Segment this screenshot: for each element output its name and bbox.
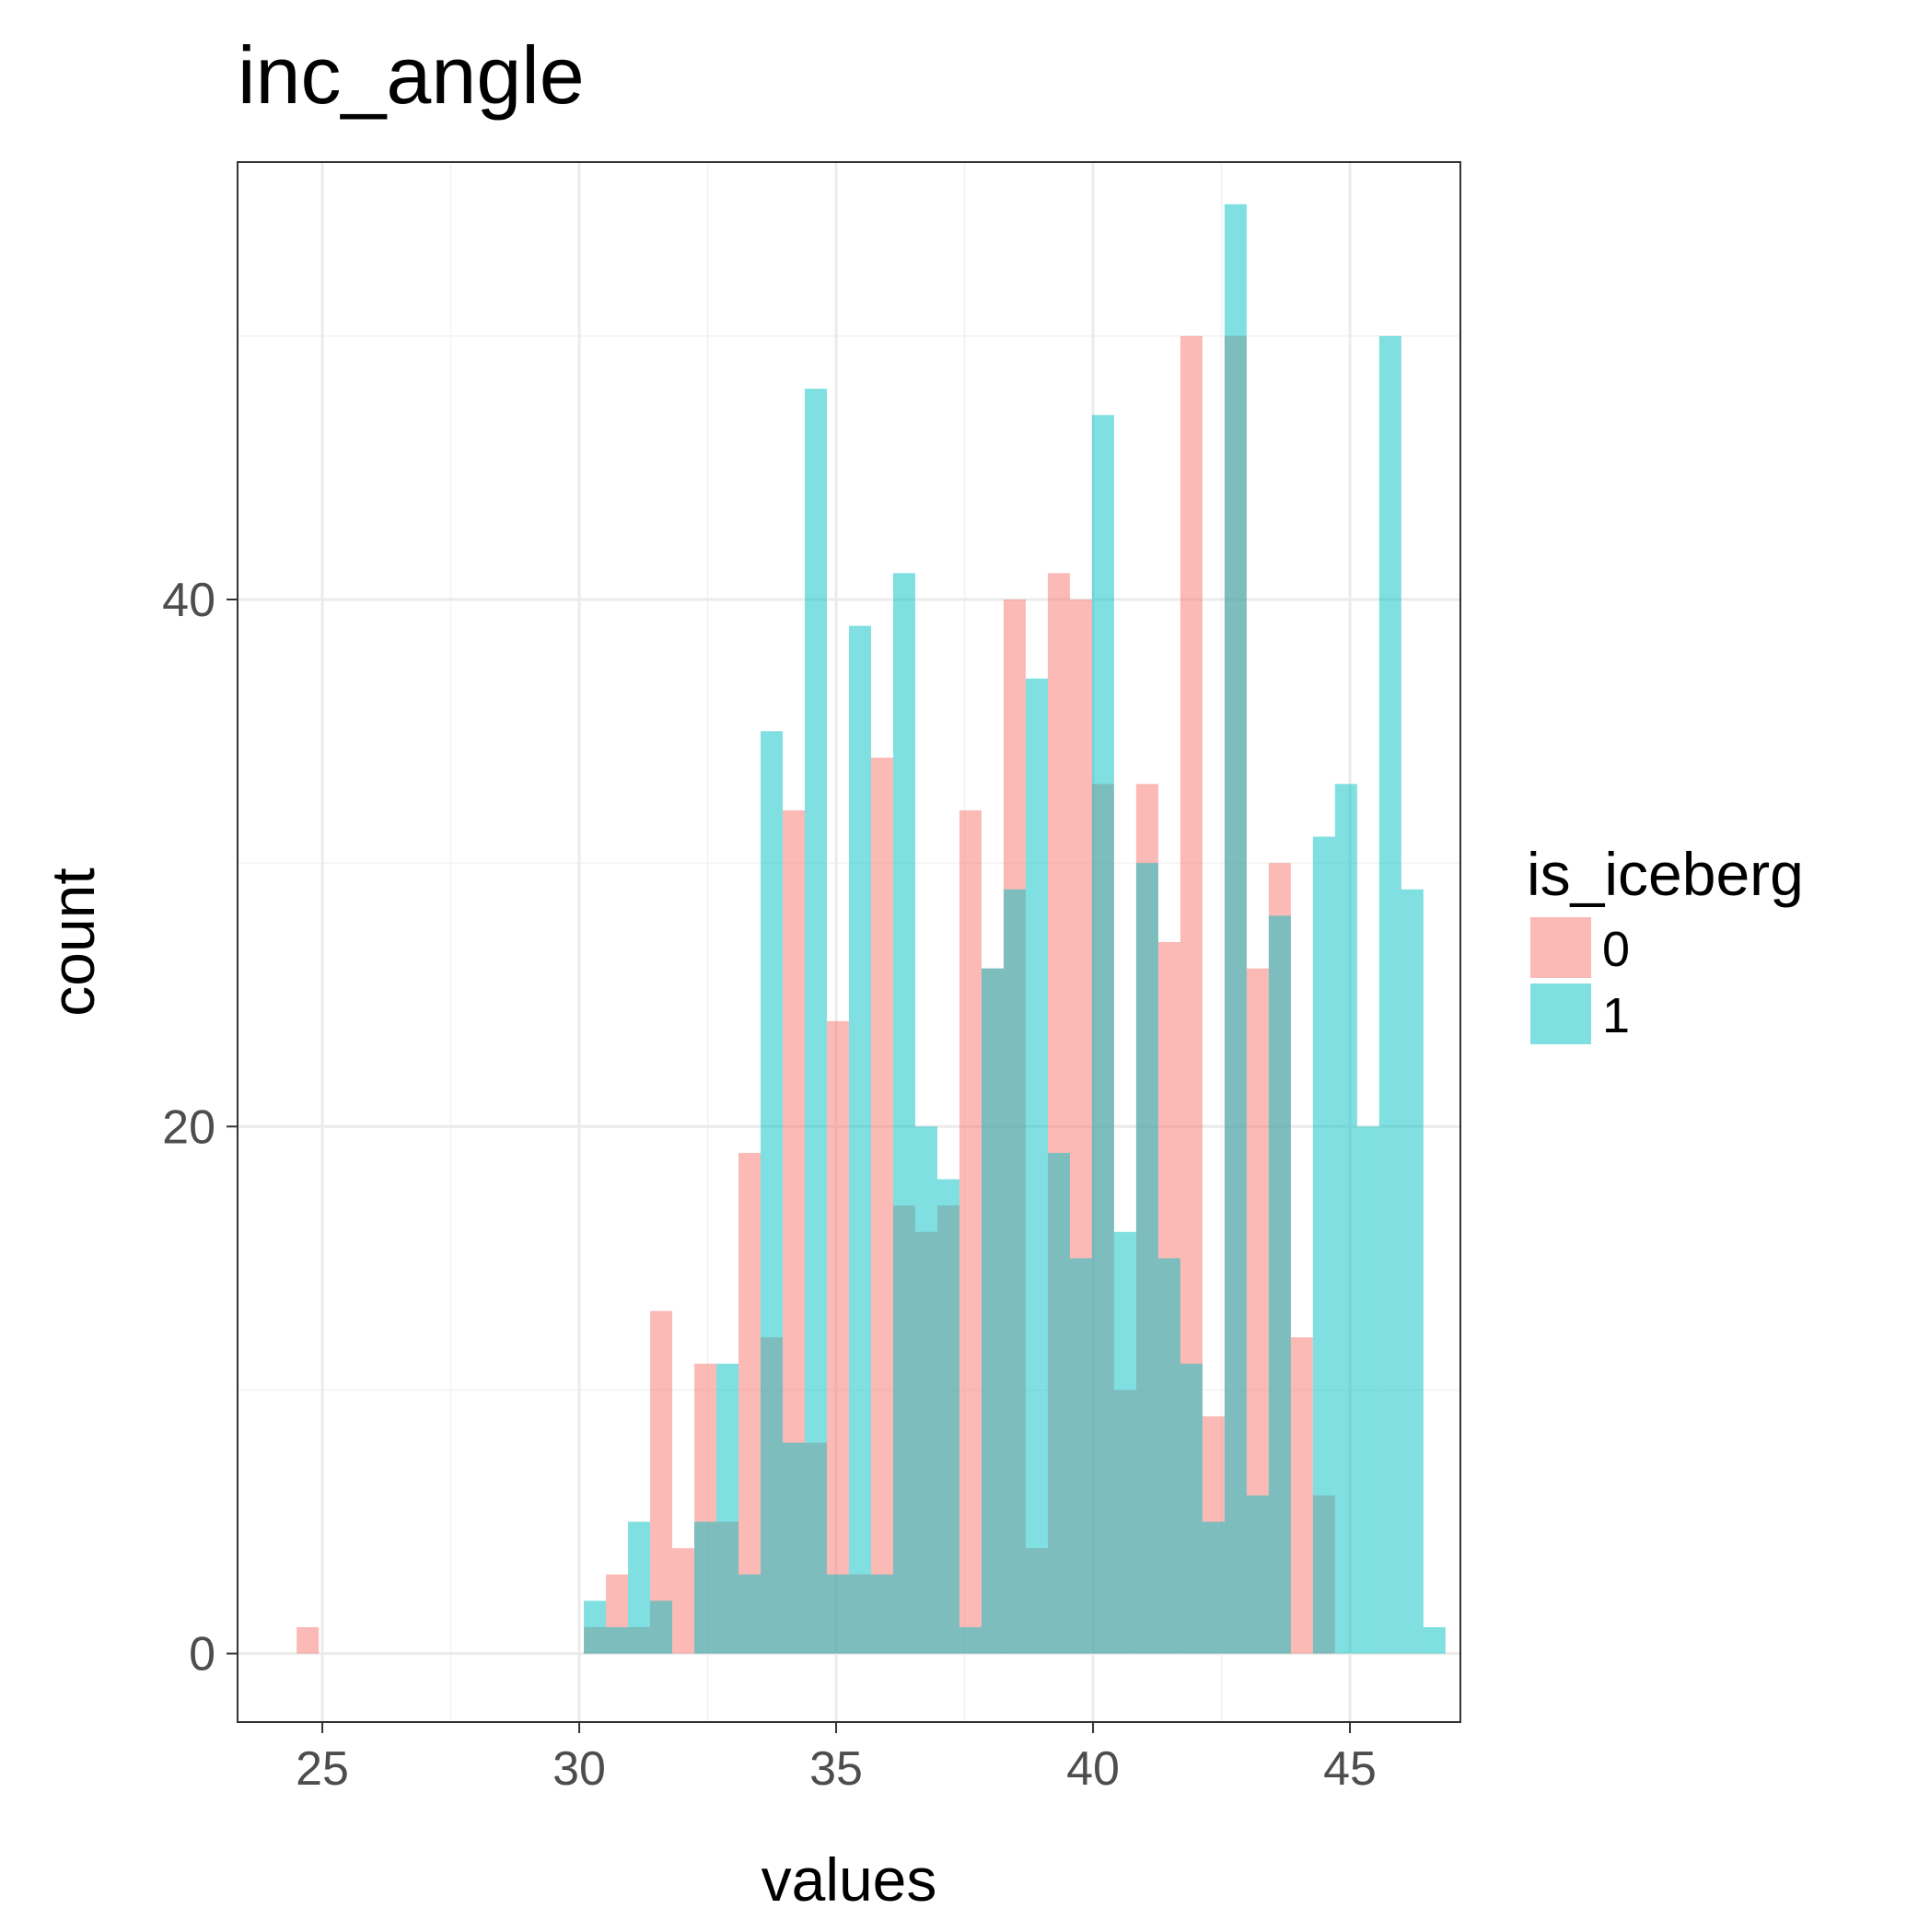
bar-series-1 [870,1574,893,1654]
legend-label-0: 0 [1602,922,1630,977]
y-tick-label: 20 [162,1100,215,1154]
bar-series-1 [1025,678,1048,1654]
bar-series-0 [650,1310,673,1654]
bar-series-0 [1246,968,1269,1654]
bar-series-1 [1047,1152,1070,1654]
bar-series-0 [738,1152,762,1654]
legend-swatch-1 [1530,983,1591,1044]
x-tick-label: 45 [1323,1742,1377,1796]
bar-series-0 [296,1626,320,1654]
bar-series-0 [959,809,982,1654]
bar-series-1 [1268,915,1291,1654]
bar-series-1 [584,1600,607,1654]
bar-series-1 [606,1626,629,1654]
bar-series-1 [827,1574,849,1654]
bar-series-1 [849,625,871,1654]
bar-series-1 [1423,1626,1446,1654]
bar-series-0 [672,1548,695,1654]
bar-series-1 [914,1126,937,1654]
bar-series-1 [1135,863,1158,1654]
bar-series-1 [1180,1363,1203,1654]
x-axis-title: values [762,1845,937,1914]
x-axis-ticks: 25 30 35 40 45 [296,1722,1377,1796]
bar-series-1 [1378,335,1401,1654]
bar-series-0 [1290,1337,1313,1654]
bar-series-1 [1246,1495,1269,1654]
y-tick-label: 40 [162,574,215,627]
bar-series-1 [1202,1521,1225,1654]
bar-series-1 [959,1626,982,1654]
bar-series-0 [1180,335,1203,1654]
bar-series-0 [827,1020,849,1654]
bar-series-1 [694,1521,717,1654]
bar-series-1 [1157,1258,1180,1654]
y-axis-title: count [39,867,107,1016]
x-tick-label: 35 [809,1742,863,1796]
bar-series-1 [1356,1126,1379,1654]
legend-label-1: 1 [1602,988,1630,1043]
bar-series-1 [628,1521,651,1654]
legend-swatch-0 [1530,917,1591,978]
bar-series-1 [650,1600,673,1654]
y-tick-label: 0 [189,1628,215,1682]
y-axis-ticks: 0 20 40 [162,574,238,1682]
bar-series-1 [1224,204,1247,1654]
bar-series-1 [1334,784,1357,1654]
bar-series-1 [981,968,1004,1654]
bar-group [296,204,1446,1654]
bar-series-1 [1113,1231,1136,1654]
bar-series-1 [936,1179,959,1654]
bar-series-1 [892,573,915,1654]
bar-series-0 [870,757,893,1654]
x-tick-label: 40 [1066,1742,1120,1796]
bar-series-1 [1401,889,1424,1654]
bar-series-1 [716,1363,739,1654]
x-tick-label: 25 [296,1742,349,1796]
bar-series-1 [1091,414,1114,1654]
legend: is_iceberg 0 1 [1527,840,1804,1044]
bar-series-1 [1312,836,1335,1654]
bar-series-1 [783,1442,806,1654]
bar-series-1 [1003,889,1026,1654]
chart-title: inc_angle [238,29,585,121]
bar-series-1 [805,389,828,1654]
x-tick-label: 30 [552,1742,606,1796]
bar-series-1 [761,731,784,1654]
legend-title: is_iceberg [1527,840,1804,908]
bar-series-1 [1069,1258,1092,1654]
plot-border [237,161,1461,1723]
bar-series-1 [738,1574,762,1654]
